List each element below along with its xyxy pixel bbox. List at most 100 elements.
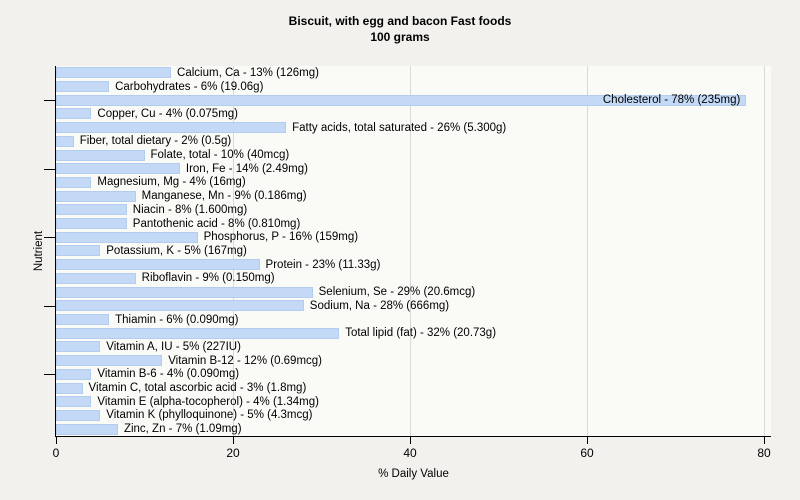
- bar-row: Potassium, K - 5% (167mg): [56, 244, 771, 258]
- bar-label: Vitamin B-6 - 4% (0.090mg): [97, 368, 240, 381]
- bar-row: Vitamin B-6 - 4% (0.090mg): [56, 367, 771, 381]
- x-tick-label: 20: [226, 446, 240, 460]
- bar-label: Vitamin E (alpha-tocopherol) - 4% (1.34m…: [97, 395, 319, 408]
- bar: [56, 108, 92, 120]
- bar: [56, 368, 92, 380]
- x-tick-label: 80: [757, 446, 771, 460]
- bar: [56, 135, 74, 147]
- bar: [56, 423, 118, 435]
- bar-row: Thiamin - 6% (0.090mg): [56, 313, 771, 327]
- bar: [56, 204, 127, 216]
- bar: [56, 94, 747, 106]
- bar: [56, 382, 83, 394]
- bar-row: Folate, total - 10% (40mcg): [56, 148, 771, 162]
- bar: [56, 231, 198, 243]
- bar-label: Phosphorus, P - 16% (159mg): [203, 231, 359, 244]
- x-tick-label: 60: [580, 446, 594, 460]
- bar-row: Vitamin A, IU - 5% (227IU): [56, 340, 771, 354]
- bar-label: Protein - 23% (11.33g): [265, 258, 381, 271]
- bar-label: Fiber, total dietary - 2% (0.5g): [79, 135, 232, 148]
- x-tick-mark: [233, 436, 234, 444]
- y-tick-mark: [44, 237, 55, 239]
- bar: [56, 259, 260, 271]
- bar-label: Cholesterol - 78% (235mg): [602, 94, 741, 107]
- bar: [56, 176, 92, 188]
- bar: [56, 341, 101, 353]
- bar-row: Calcium, Ca - 13% (126mg): [56, 66, 771, 80]
- x-tick-mark: [410, 436, 411, 444]
- bar-row: Total lipid (fat) - 32% (20.73g): [56, 326, 771, 340]
- bar: [56, 67, 172, 79]
- bar: [56, 396, 92, 408]
- bar-label: Manganese, Mn - 9% (0.186mg): [141, 190, 307, 203]
- plot-area: Calcium, Ca - 13% (126mg) Carbohydrates …: [33, 66, 771, 480]
- x-tick-label: 0: [52, 446, 60, 460]
- bar: [56, 272, 136, 284]
- bar-row: Vitamin E (alpha-tocopherol) - 4% (1.34m…: [56, 395, 771, 409]
- bar-label: Folate, total - 10% (40mcg): [150, 149, 290, 162]
- x-tick-mark: [764, 436, 765, 444]
- bar-label: Magnesium, Mg - 4% (16mg): [97, 176, 246, 189]
- bar-label: Vitamin K (phylloquinone) - 5% (4.3mcg): [106, 409, 313, 422]
- gridline: [410, 66, 411, 436]
- x-tick-mark: [56, 436, 57, 444]
- bar-row: Vitamin B-12 - 12% (0.69mcg): [56, 354, 771, 368]
- bar-row: Sodium, Na - 28% (666mg): [56, 299, 771, 313]
- bar: [56, 300, 304, 312]
- bar-row: Fatty acids, total saturated - 26% (5.30…: [56, 121, 771, 135]
- bar-row: Fiber, total dietary - 2% (0.5g): [56, 135, 771, 149]
- bar-label: Iron, Fe - 14% (2.49mg): [185, 162, 308, 175]
- x-axis-title: % Daily Value: [378, 468, 449, 480]
- bar-row: Vitamin K (phylloquinone) - 5% (4.3mcg): [56, 409, 771, 423]
- bar-row: Protein - 23% (11.33g): [56, 258, 771, 272]
- x-tick-label: 40: [403, 446, 417, 460]
- bar-label: Zinc, Zn - 7% (1.09mg): [123, 423, 242, 436]
- bar-row: Vitamin C, total ascorbic acid - 3% (1.8…: [56, 381, 771, 395]
- y-tick-mark: [44, 374, 55, 376]
- bar: [56, 286, 313, 298]
- bar: [56, 314, 110, 325]
- bar-label: Vitamin C, total ascorbic acid - 3% (1.8…: [88, 382, 307, 395]
- bar-label: Vitamin A, IU - 5% (227IU): [106, 340, 241, 353]
- bar-row: Copper, Cu - 4% (0.075mg): [56, 107, 771, 121]
- bar: [56, 355, 163, 367]
- bar-row: Pantothenic acid - 8% (0.810mg): [56, 217, 771, 231]
- y-tick-mark: [44, 100, 55, 102]
- bar: [56, 149, 145, 161]
- chart-title-line1: Biscuit, with egg and bacon Fast foods: [288, 14, 512, 28]
- gridline: [587, 66, 588, 436]
- bar-rows: Calcium, Ca - 13% (126mg) Carbohydrates …: [56, 66, 771, 436]
- bar-label: Carbohydrates - 6% (19.06g): [115, 80, 264, 93]
- bar-label: Sodium, Na - 28% (666mg): [309, 299, 450, 312]
- bar: [56, 122, 287, 134]
- chart-title-line2: 100 grams: [370, 30, 430, 44]
- bar-row: Niacin - 8% (1.600mg): [56, 203, 771, 217]
- bar-label: Calcium, Ca - 13% (126mg): [177, 66, 319, 79]
- bar-label: Vitamin B-12 - 12% (0.69mcg): [168, 354, 323, 367]
- bar-label: Fatty acids, total saturated - 26% (5.30…: [292, 121, 507, 134]
- bar-row: Cholesterol - 78% (235mg): [56, 93, 771, 107]
- bar-label: Thiamin - 6% (0.090mg): [115, 313, 239, 326]
- bar-row: Magnesium, Mg - 4% (16mg): [56, 176, 771, 190]
- bar-row: Manganese, Mn - 9% (0.186mg): [56, 189, 771, 203]
- bar: [56, 327, 340, 339]
- bar: [56, 218, 127, 230]
- bar-row: Selenium, Se - 29% (20.6mcg): [56, 285, 771, 299]
- bar: [56, 163, 180, 175]
- bar-label: Niacin - 8% (1.600mg): [132, 203, 248, 216]
- y-tick-mark: [44, 168, 55, 170]
- bar-row: Zinc, Zn - 7% (1.09mg): [56, 422, 771, 436]
- bar-row: Phosphorus, P - 16% (159mg): [56, 230, 771, 244]
- bar-label: Total lipid (fat) - 32% (20.73g): [345, 327, 497, 340]
- chart-title: Biscuit, with egg and bacon Fast foods 1…: [0, 13, 800, 45]
- x-tick-mark: [587, 436, 588, 444]
- gridline: [764, 66, 765, 436]
- bar-row: Iron, Fe - 14% (2.49mg): [56, 162, 771, 176]
- bar: [56, 81, 110, 93]
- gridline: [233, 66, 234, 436]
- bar-label: Riboflavin - 9% (0.150mg): [141, 272, 275, 285]
- bar: [56, 245, 101, 257]
- y-tick-mark: [44, 305, 55, 307]
- bar-label: Pantothenic acid - 8% (0.810mg): [132, 217, 301, 230]
